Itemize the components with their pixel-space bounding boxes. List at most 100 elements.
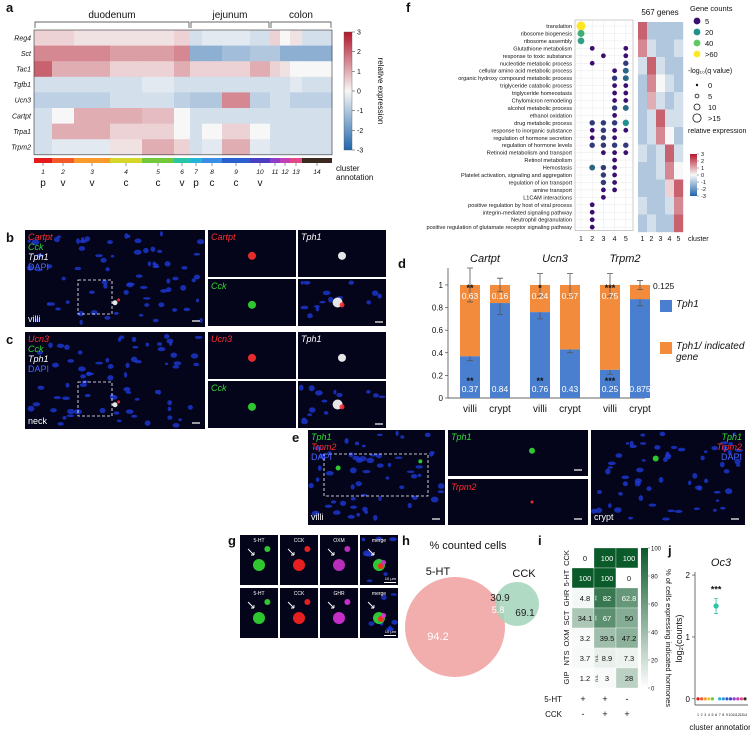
heatmap-cell — [250, 108, 271, 124]
dot — [622, 75, 629, 82]
nucleus — [167, 415, 173, 420]
heatmap-cell — [656, 214, 666, 233]
panel-label: d — [398, 256, 406, 271]
heatmap-cell — [647, 214, 657, 233]
heatmap-cell — [250, 139, 271, 156]
heatmap-cell — [74, 76, 111, 93]
condition-sign: + — [602, 709, 607, 719]
cluster-strip — [174, 158, 190, 163]
point — [743, 697, 747, 701]
heatmap-cell — [190, 45, 203, 62]
row-label: SCT — [562, 610, 571, 625]
significance-label: *** — [594, 615, 599, 621]
nucleus — [366, 457, 375, 464]
row-label: NTS — [562, 651, 571, 666]
arrow — [367, 601, 375, 609]
colorbar-tick-label: 40 — [651, 631, 658, 637]
channel-label: OXM — [333, 538, 344, 544]
x-tick-label: villi — [463, 404, 477, 415]
nucleus — [614, 507, 622, 513]
nucleus — [437, 483, 445, 489]
heatmap-cell — [656, 144, 666, 163]
nucleus — [417, 473, 422, 477]
heatmap-cell — [665, 179, 675, 198]
term-label: nucleotide metabolic process — [500, 61, 572, 67]
chart-title: Oc3 — [711, 557, 732, 569]
signal — [344, 599, 351, 605]
nucleus — [595, 507, 603, 514]
nucleus — [113, 411, 120, 415]
nucleus — [165, 287, 172, 293]
heatmap-cell — [222, 61, 251, 78]
term-label: alcohol metabolic process — [508, 106, 573, 112]
cluster-strip — [202, 158, 222, 163]
nucleus — [190, 353, 199, 359]
value-label: 5.8 — [492, 605, 505, 615]
nucleus — [79, 383, 88, 387]
channel-label: 5-HT — [253, 591, 264, 597]
value-label: 8.9 — [602, 654, 612, 663]
channel-label: Tph1 — [28, 354, 49, 364]
nucleus — [720, 441, 729, 445]
nucleus — [664, 453, 672, 460]
nucleus — [142, 297, 151, 300]
heatmap-cell — [280, 123, 291, 140]
nucleus — [187, 405, 193, 410]
nucleus — [315, 477, 320, 482]
nucleus — [313, 305, 320, 308]
x-tick-label: villi — [533, 404, 547, 415]
dot — [622, 104, 629, 111]
dot — [623, 90, 629, 96]
nucleus — [99, 407, 106, 414]
nucleus — [101, 279, 108, 285]
colorbar-tick-label: 2 — [701, 159, 704, 165]
nucleus — [35, 268, 43, 272]
heatmap-cell — [302, 76, 333, 93]
significance-label: ** — [536, 376, 544, 386]
x-tick-label: crypt — [559, 404, 581, 415]
signal — [293, 559, 305, 571]
heatmap-cell — [647, 197, 657, 215]
nucleus — [328, 296, 334, 303]
y-tick-label: 2 — [686, 571, 691, 580]
condition-sign: - — [582, 709, 585, 719]
nucleus — [366, 300, 372, 305]
heatmap-cell — [638, 57, 648, 75]
nucleus — [638, 495, 644, 501]
nucleus — [712, 508, 717, 512]
value-label: 7.3 — [624, 654, 634, 663]
cluster-strip — [142, 158, 174, 163]
legend-dot — [693, 39, 701, 47]
legend-swatch — [660, 342, 672, 354]
colorbar-tick-label: -1 — [701, 180, 706, 186]
signal — [304, 546, 311, 552]
nucleus — [615, 453, 623, 458]
nucleus — [67, 359, 75, 363]
term-label: drug metabolic process — [514, 121, 572, 127]
dot — [601, 194, 606, 200]
dot — [612, 90, 617, 96]
nucleus — [735, 448, 743, 453]
nucleus — [164, 261, 171, 267]
nucleus — [344, 438, 349, 444]
heatmap-cell — [142, 61, 175, 78]
x-tick-label: 5 — [677, 236, 681, 243]
nucleus — [377, 293, 382, 299]
location-label: villi — [28, 314, 41, 324]
legend-label: Tph1/ indicated gene — [676, 341, 744, 363]
heatmap-cell — [665, 74, 675, 93]
cluster-label: 5 — [156, 169, 160, 176]
nucleus — [125, 390, 132, 394]
heatmap-cell — [656, 109, 666, 128]
condition-sign: + — [602, 694, 607, 704]
value-label: 0.57 — [562, 291, 579, 301]
significance-label: *** — [711, 585, 722, 595]
significance-label: ** — [466, 283, 474, 293]
heatmap-cell — [290, 76, 303, 93]
x-tick-label: 3 — [601, 236, 605, 243]
heatmap-cell — [250, 123, 271, 140]
arrow — [287, 601, 295, 609]
heatmap-cell — [674, 74, 684, 93]
nucleus — [147, 261, 152, 267]
nucleus — [389, 537, 397, 542]
